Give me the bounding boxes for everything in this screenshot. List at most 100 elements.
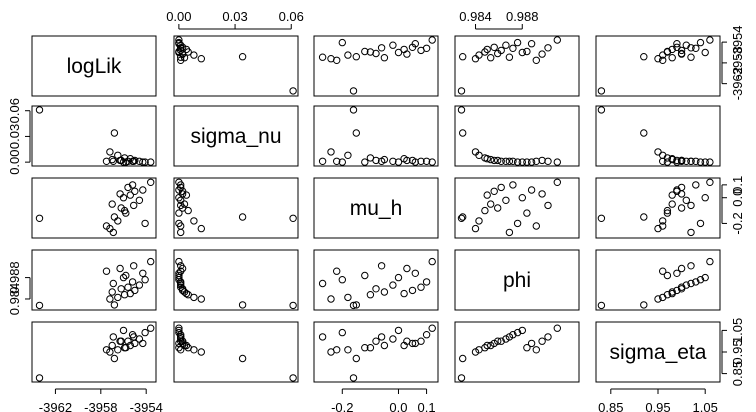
point-sigma_nu-vs-logLik-11: [109, 157, 118, 166]
point-sigma_nu-vs-phi-14: [518, 158, 526, 166]
point-logLik-vs-sigma_eta-19: [687, 44, 695, 52]
point-mu_h-vs-sigma_nu-5: [182, 191, 191, 199]
point-sigma_nu-vs-logLik-0: [35, 106, 44, 114]
panel-phi-vs-phi: [454, 249, 580, 311]
point-sigma_nu-vs-mu_h-18: [403, 156, 411, 165]
point-phi-vs-mu_h-6: [380, 288, 389, 296]
point-logLik-vs-sigma_nu-1: [238, 53, 247, 61]
point-sigma_eta-vs-mu_h-16: [411, 339, 419, 348]
point-logLik-vs-mu_h-16: [411, 40, 419, 48]
tick-label-right-sigma_eta-0: 0.85: [730, 361, 745, 386]
point-sigma_nu-vs-sigma_eta-2: [654, 148, 662, 156]
point-sigma_nu-vs-sigma_eta-10: [682, 157, 690, 166]
point-sigma_eta-vs-phi-5: [483, 341, 491, 350]
point-sigma_nu-vs-sigma_eta-14: [701, 158, 709, 166]
point-phi-vs-logLik-14: [119, 273, 128, 282]
point-sigma_eta-vs-mu_h-11: [318, 333, 327, 341]
point-phi-vs-sigma_eta-11: [687, 279, 695, 288]
point-logLik-vs-sigma_eta-16: [673, 40, 681, 48]
point-phi-vs-mu_h-5: [400, 289, 408, 298]
point-logLik-vs-mu_h-14: [394, 48, 403, 57]
point-phi-vs-mu_h-2: [327, 295, 335, 303]
point-sigma_nu-vs-phi-19: [544, 157, 552, 166]
point-phi-vs-logLik-13: [141, 276, 149, 284]
point-sigma_nu-vs-phi-8: [494, 156, 502, 165]
point-mu_h-vs-phi-12: [509, 181, 517, 189]
point-phi-vs-mu_h-17: [333, 267, 341, 275]
tick-label-bottom-logLik-2: -3954: [130, 400, 163, 412]
panel-sigma_nu-vs-sigma_nu: [173, 105, 299, 167]
point-logLik-vs-sigma_nu-3: [190, 51, 198, 59]
point-sigma_eta-vs-phi-15: [523, 344, 531, 352]
point-logLik-vs-sigma_nu-19: [177, 44, 185, 52]
point-logLik-vs-mu_h-15: [361, 47, 369, 56]
point-sigma_nu-vs-mu_h-1: [352, 129, 360, 137]
point-logLik-vs-sigma_nu-20: [175, 36, 183, 44]
point-phi-vs-logLik-17: [102, 267, 111, 275]
point-mu_h-vs-sigma_nu-1: [238, 213, 247, 221]
tick-label-top-sigma_nu-2: 0.06: [279, 9, 304, 24]
point-sigma_nu-vs-logLik-17: [102, 157, 111, 166]
tick-label-bottom-logLik-1: -3958: [84, 400, 117, 412]
point-logLik-vs-sigma_eta-5: [668, 45, 676, 54]
panel-logLik-vs-mu_h: [313, 35, 439, 97]
point-logLik-vs-sigma_eta-18: [677, 50, 686, 58]
point-mu_h-vs-sigma_nu-11: [177, 228, 185, 237]
panel-sigma_eta-vs-logLik: [31, 321, 157, 383]
point-sigma_nu-vs-mu_h-14: [394, 158, 403, 166]
point-sigma_nu-vs-sigma_eta-17: [659, 157, 667, 166]
tick-label-right-mu_h-2: 0.1: [730, 176, 745, 194]
point-phi-vs-mu_h-3: [344, 293, 352, 302]
point-sigma_eta-vs-sigma_nu-13: [175, 328, 183, 337]
point-mu_h-vs-logLik-19: [130, 201, 138, 210]
point-sigma_eta-vs-phi-14: [518, 326, 526, 335]
point-sigma_eta-vs-logLik-14: [119, 326, 128, 335]
point-sigma_nu-vs-mu_h-2: [327, 148, 335, 156]
tick-label-right-mu_h-0: -0.2: [730, 212, 745, 234]
point-sigma_eta-vs-sigma_nu-15: [175, 344, 183, 352]
point-phi-vs-logLik-1: [110, 301, 119, 309]
point-sigma_eta-vs-mu_h-0: [349, 374, 358, 382]
point-phi-vs-mu_h-9: [417, 283, 425, 291]
point-logLik-vs-mu_h-12: [422, 44, 431, 52]
point-sigma_eta-vs-phi-9: [497, 337, 505, 345]
point-sigma_nu-vs-mu_h-11: [318, 157, 327, 166]
point-phi-vs-sigma_nu-9: [177, 283, 185, 291]
point-phi-vs-logLik-6: [108, 288, 116, 296]
point-mu_h-vs-sigma_nu-19: [177, 201, 185, 210]
tick-label-bottom-mu_h-1: 0.0: [389, 400, 407, 412]
point-mu_h-vs-phi-18: [538, 190, 546, 198]
point-mu_h-vs-logLik-1: [110, 213, 119, 221]
point-phi-vs-mu_h-11: [318, 279, 327, 288]
diagonal-label-phi: phi: [503, 269, 531, 292]
diagonal-label-sigma_eta: sigma_eta: [610, 341, 707, 364]
tick-label-left-sigma_nu-0: 0.00: [7, 149, 22, 174]
point-logLik-vs-phi-3: [475, 51, 483, 59]
point-sigma_nu-vs-phi-3: [475, 151, 483, 160]
point-sigma_nu-vs-logLik-18: [116, 156, 124, 165]
panel-mu_h-vs-sigma_nu: [173, 177, 299, 239]
point-logLik-vs-mu_h-6: [380, 54, 389, 62]
point-mu_h-vs-phi-1: [459, 213, 467, 221]
point-logLik-vs-mu_h-1: [352, 53, 360, 61]
point-mu_h-vs-sigma_nu-0: [289, 214, 297, 223]
point-phi-vs-sigma_nu-1: [238, 301, 247, 309]
point-sigma_nu-vs-sigma_eta-1: [640, 129, 648, 137]
point-sigma_nu-vs-logLik-16: [139, 158, 147, 166]
point-phi-vs-logLik-2: [106, 295, 114, 303]
tick-label-right-logLik-0: -3962: [730, 67, 745, 100]
point-logLik-vs-sigma_eta-11: [687, 53, 695, 61]
point-mu_h-vs-logLik-18: [116, 190, 124, 198]
tick-label-right-sigma_eta-1: 0.95: [730, 339, 745, 364]
point-sigma_eta-vs-sigma_nu-17: [177, 346, 185, 354]
point-logLik-vs-mu_h-17: [333, 56, 341, 64]
point-phi-vs-mu_h-1: [352, 301, 360, 309]
point-logLik-vs-sigma_eta-9: [677, 46, 686, 55]
point-phi-vs-mu_h-0: [349, 301, 358, 310]
point-mu_h-vs-sigma_eta-3: [659, 217, 667, 225]
tick-label-right-mu_h-1: 0.0: [730, 189, 745, 207]
point-sigma_eta-vs-logLik-6: [108, 341, 116, 350]
point-logLik-vs-mu_h-19: [377, 44, 386, 52]
point-mu_h-vs-sigma_eta-4: [663, 206, 672, 215]
point-sigma_eta-vs-mu_h-4: [366, 344, 375, 352]
